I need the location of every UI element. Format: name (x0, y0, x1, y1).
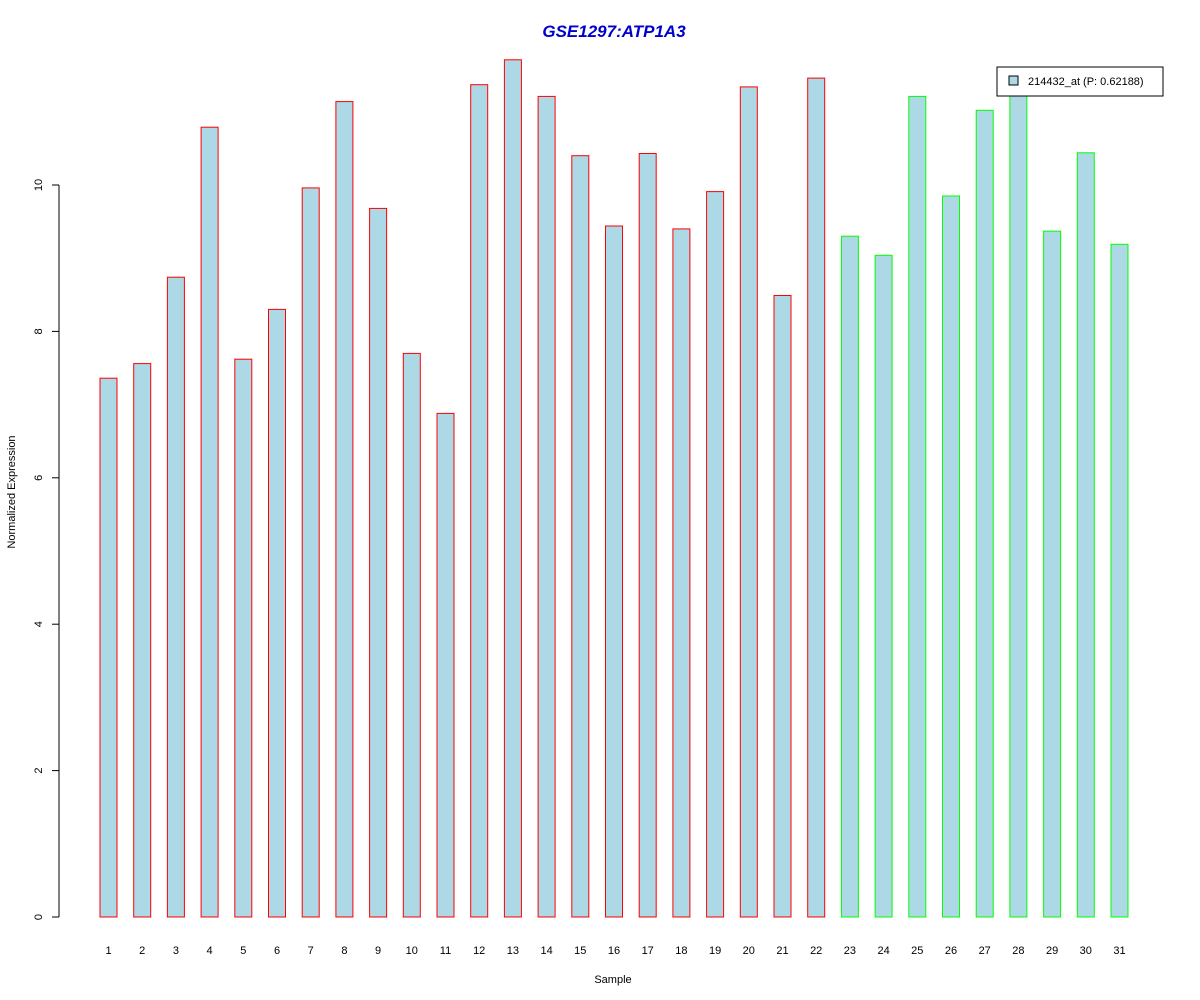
x-tick-label: 16 (608, 945, 620, 957)
bar-sample-27 (975, 109, 994, 918)
x-tick-label: 22 (810, 945, 822, 957)
bar-sample-23 (840, 235, 859, 918)
bar-sample-3 (166, 276, 185, 918)
bar-sample-17 (638, 153, 657, 918)
x-tick-labels: 1 2 3 4 5 6 7 8 9 10 11 12 13 14 15 16 17 18 19 20 21 22 23 24 2… (105, 945, 1125, 957)
y-axis: 0 2 4 6 8 10 (33, 179, 60, 920)
bar-sample-4 (200, 126, 219, 918)
x-tick-label: 28 (1012, 945, 1024, 957)
x-tick-label: 12 (473, 945, 485, 957)
legend-swatch (1008, 75, 1019, 86)
bar-sample-8 (335, 101, 354, 918)
x-tick-label: 7 (308, 945, 314, 957)
bar-sample-24 (874, 254, 893, 918)
bar-sample-14 (537, 95, 556, 918)
x-axis-label: Sample (594, 974, 631, 986)
x-tick-label: 31 (1113, 945, 1125, 957)
x-tick-label: 8 (341, 945, 347, 957)
y-axis-label: Normalized Expression (6, 435, 18, 548)
bar-sample-5 (234, 358, 253, 918)
legend: 214432_at (P: 0.62188) (996, 66, 1164, 97)
bar-sample-21 (773, 295, 792, 918)
y-tick-label: 8 (33, 328, 45, 334)
bar-sample-7 (301, 187, 320, 918)
x-tick-label: 15 (574, 945, 586, 957)
x-tick-label: 10 (406, 945, 418, 957)
bar-sample-15 (571, 155, 590, 918)
x-tick-label: 18 (675, 945, 687, 957)
legend-box (996, 66, 1164, 97)
bar-sample-28 (1009, 89, 1028, 918)
bar-sample-19 (706, 191, 725, 918)
bars-group (99, 59, 1129, 918)
bar-sample-30 (1076, 152, 1095, 918)
x-tick-label: 23 (844, 945, 856, 957)
x-tick-label: 4 (207, 945, 213, 957)
x-tick-label: 19 (709, 945, 721, 957)
x-tick-label: 1 (105, 945, 111, 957)
y-tick-label: 6 (33, 475, 45, 481)
legend-label: 214432_at (P: 0.62188) (1028, 76, 1144, 88)
x-tick-label: 24 (877, 945, 889, 957)
bar-sample-13 (503, 59, 522, 918)
y-tick-label: 10 (33, 179, 45, 191)
bar-sample-1 (99, 377, 118, 918)
x-tick-label: 20 (743, 945, 755, 957)
x-tick-label: 30 (1080, 945, 1092, 957)
bar-sample-25 (908, 95, 927, 918)
bar-sample-31 (1110, 243, 1129, 918)
bar-sample-16 (605, 225, 623, 918)
bar-sample-6 (268, 308, 286, 918)
x-tick-label: 3 (173, 945, 179, 957)
y-tick-label: 0 (33, 914, 45, 920)
x-tick-label: 17 (642, 945, 654, 957)
x-tick-label: 29 (1046, 945, 1058, 957)
bar-sample-18 (672, 228, 691, 918)
x-tick-label: 6 (274, 945, 280, 957)
y-tick-label: 4 (33, 621, 45, 627)
bar-sample-2 (133, 363, 152, 918)
x-tick-label: 26 (945, 945, 957, 957)
chart-title: GSE1297:ATP1A3 (542, 22, 686, 41)
bar-sample-9 (369, 207, 388, 918)
bar-sample-22 (807, 77, 826, 918)
bar-sample-11 (436, 412, 455, 918)
x-tick-label: 27 (979, 945, 991, 957)
x-tick-label: 25 (911, 945, 923, 957)
bar-sample-29 (1043, 230, 1062, 918)
x-tick-label: 9 (375, 945, 381, 957)
y-tick-label: 2 (33, 768, 45, 774)
x-tick-label: 21 (776, 945, 788, 957)
x-tick-label: 11 (440, 945, 451, 957)
bar-sample-26 (942, 195, 960, 918)
bar-sample-12 (470, 84, 489, 918)
x-tick-label: 14 (540, 945, 552, 957)
bar-sample-20 (739, 86, 758, 918)
x-tick-label: 5 (240, 945, 246, 957)
x-tick-label: 2 (139, 945, 145, 957)
bar-sample-10 (402, 352, 421, 918)
x-tick-label: 13 (507, 945, 519, 957)
